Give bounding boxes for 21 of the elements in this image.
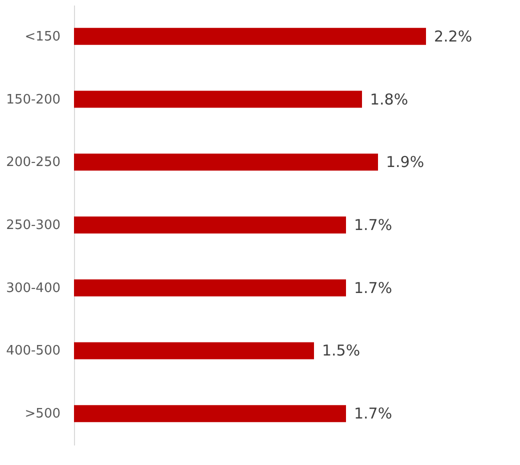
y-tick-label: >500 — [24, 406, 60, 422]
bar — [74, 279, 346, 296]
y-tick-label: 150-200 — [6, 92, 60, 108]
bar — [74, 216, 346, 234]
y-tick-label: 300-400 — [6, 280, 60, 296]
data-label: 1.5% — [322, 342, 360, 360]
data-label: 1.9% — [386, 153, 424, 172]
y-tick-label: 400-500 — [6, 344, 60, 359]
bar — [74, 28, 426, 45]
bar — [74, 405, 346, 422]
bar — [74, 154, 378, 171]
y-tick-label: 200-250 — [6, 155, 60, 170]
y-tick-label: 250-300 — [6, 218, 60, 233]
data-label: 1.7% — [354, 404, 392, 423]
data-label: 2.2% — [434, 27, 472, 46]
bar — [74, 342, 314, 360]
y-tick-label: <150 — [24, 29, 60, 44]
bar — [74, 90, 362, 108]
data-label: 1.7% — [354, 216, 392, 234]
data-label: 1.8% — [370, 90, 408, 108]
data-label: 1.7% — [354, 278, 392, 297]
